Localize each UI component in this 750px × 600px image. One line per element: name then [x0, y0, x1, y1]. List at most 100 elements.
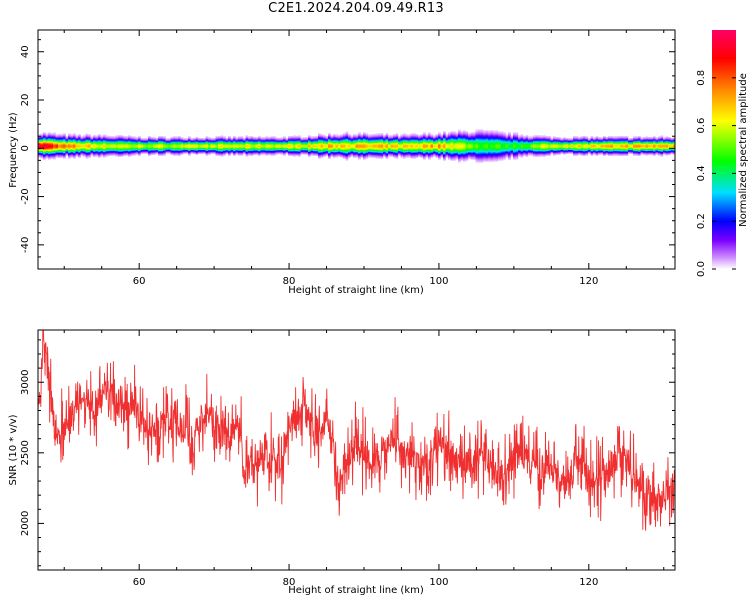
spectrogram-cell [120, 148, 124, 151]
spectrogram-cell [50, 142, 54, 145]
spectrogram-cell [155, 142, 159, 144]
spectrogram-cell [358, 158, 361, 160]
spectrogram-cell [75, 150, 79, 153]
spectrogram-cell [353, 142, 356, 145]
spectrogram-cell [123, 137, 126, 139]
spectrogram-cell [235, 148, 239, 151]
spectrogram-cell [228, 144, 231, 147]
spectrogram-cell [398, 148, 401, 151]
spectrogram-cell [468, 139, 471, 141]
spectrogram-cell [290, 153, 294, 155]
spectrogram-cell [293, 141, 296, 143]
spectrogram-cell [558, 142, 561, 145]
spectrogram-cell [310, 143, 314, 146]
spectrogram-cell [73, 154, 76, 156]
spectrogram-cell [598, 152, 601, 154]
spectrogram-cell [430, 148, 434, 151]
spectrogram-cell [208, 138, 211, 140]
spectrogram-cell [175, 142, 179, 144]
spectrogram-cell [128, 147, 131, 150]
spectrogram-cell [420, 134, 424, 136]
spectrogram-cell [173, 136, 176, 138]
spectrogram-cell [103, 150, 106, 153]
spectrogram-cell [513, 149, 516, 152]
spectrogram-cell [573, 136, 576, 138]
spectrogram-cell [200, 150, 204, 153]
spectrogram-cell [528, 142, 531, 144]
spectrogram-cell [503, 137, 506, 139]
spectrogram-cell [225, 151, 229, 153]
spectrogram-cell [535, 146, 539, 149]
spectrogram-cell [398, 145, 401, 148]
spectrogram-cell [113, 138, 116, 140]
spectrogram-cell [423, 149, 426, 152]
spectrogram-cell [345, 151, 349, 153]
spectrogram-cell [570, 142, 574, 145]
spectrogram-cell [380, 142, 384, 145]
spectrogram-cell [355, 141, 359, 143]
spectrogram-cell [430, 140, 434, 142]
spectrogram-cell [75, 148, 79, 151]
spectrogram-cell [283, 150, 286, 153]
spectrogram-cell [298, 142, 301, 145]
spectrogram-cell [308, 137, 311, 139]
spectrogram-cell [340, 138, 344, 140]
spectrogram-cell [515, 145, 519, 148]
spectrogram-cell [303, 148, 306, 151]
spectrogram-cell [228, 154, 231, 156]
spectrogram-cell [450, 132, 454, 134]
spectrogram-cell [573, 138, 576, 140]
spectrogram-cell [505, 151, 509, 153]
spectrogram-cell [595, 144, 599, 147]
spectrogram-cell [368, 141, 371, 143]
spectrogram-cell [120, 144, 124, 147]
spectrogram-cell [453, 145, 456, 148]
spectrogram-cell [58, 141, 61, 143]
spectrogram-cell [288, 139, 291, 141]
spectrogram-cell [573, 151, 576, 153]
spectrogram-cell [380, 133, 384, 135]
spectrogram-cell [423, 148, 426, 151]
spectrogram-cell [53, 144, 56, 147]
spectrogram-cell [265, 139, 269, 141]
spectrogram-cell [328, 151, 331, 153]
spectrogram-cell [43, 148, 46, 151]
spectrogram-cell [550, 145, 554, 148]
spectrogram-cell [485, 142, 489, 144]
spectrogram-cell [245, 139, 249, 141]
spectrogram-cell [415, 143, 419, 146]
spectrogram-cell [238, 144, 241, 147]
spectrogram-cell [298, 153, 301, 155]
spectrogram-cell [130, 136, 134, 138]
spectrogram-cell [210, 138, 214, 140]
spectrogram-cell [335, 142, 339, 144]
spectrogram-cell [265, 151, 269, 153]
spectrogram-cell [530, 145, 534, 148]
spectrogram-cell [585, 151, 589, 153]
spectrogram-cell [263, 139, 266, 141]
spectrogram-cell [408, 147, 411, 150]
spectrogram-cell [315, 139, 319, 141]
spectrogram-cell [358, 145, 361, 148]
spectrogram-cell [285, 151, 289, 153]
spectrogram-cell [65, 144, 69, 147]
spectrogram-cell [310, 151, 314, 153]
spectrogram-cell [178, 146, 181, 149]
spectrogram-cell [433, 151, 436, 153]
spectrogram-cell [465, 152, 469, 154]
spectrogram-cell [368, 146, 371, 149]
spectrogram-cell [493, 142, 496, 145]
spectrogram-cell [38, 145, 41, 148]
spectrogram-cell [90, 141, 94, 143]
spectrogram-cell [503, 141, 506, 143]
spectrogram-cell [150, 147, 154, 150]
spectrogram-cell [358, 141, 361, 143]
spectrogram-cell [563, 137, 566, 139]
spectrogram-cell [363, 134, 366, 136]
spectrogram-cell [85, 135, 89, 137]
spectrogram-cell [243, 138, 246, 140]
spectrogram-cell [298, 140, 301, 142]
spectrogram-cell [508, 139, 511, 141]
spectrogram-cell [380, 136, 384, 138]
